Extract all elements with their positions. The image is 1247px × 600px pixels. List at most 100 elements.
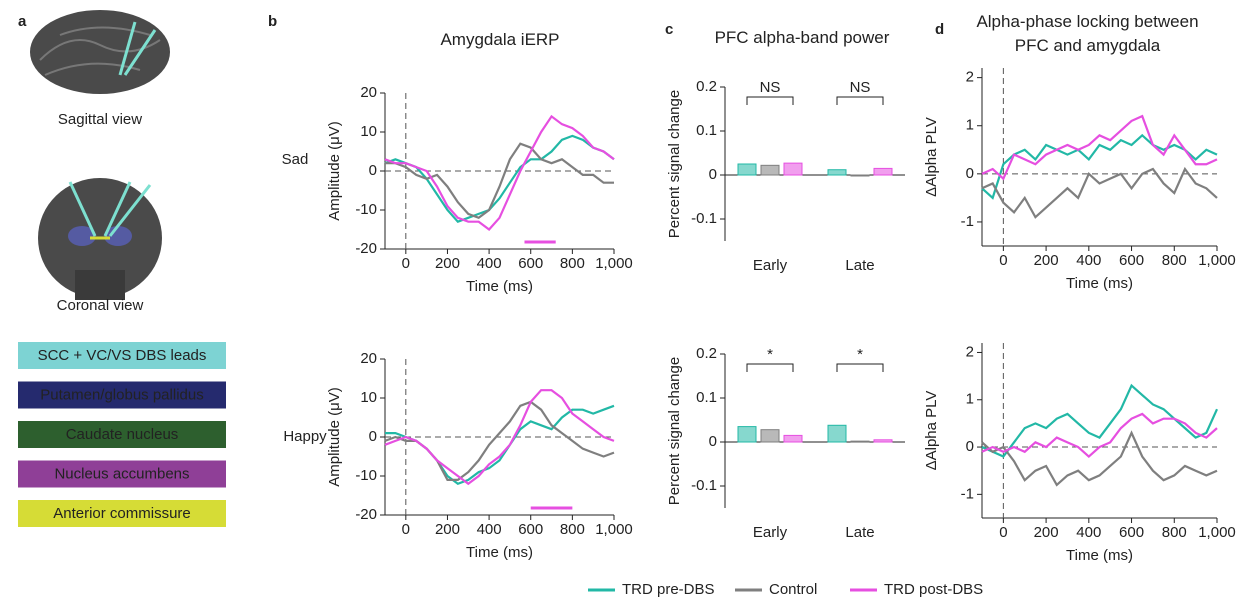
series-line: [385, 142, 614, 220]
panel-letter: a: [18, 13, 27, 30]
y-tick-label: 0: [709, 433, 717, 450]
legend-label: TRD pre-DBS: [622, 581, 715, 598]
panel-letter: b: [268, 13, 277, 30]
panel-title: Alpha-phase locking between PFC and amyg…: [976, 12, 1199, 55]
coronal-brain: [38, 178, 162, 300]
x-axis-label: Time (ms): [1066, 547, 1133, 564]
y-tick-label: 0.1: [696, 389, 717, 406]
y-tick-label: 10: [360, 389, 377, 406]
row-label: Happy: [283, 428, 327, 445]
x-tick-label: 1,000: [595, 521, 633, 538]
series-line: [981, 166, 1218, 219]
bar: [737, 163, 757, 176]
x-tick-label: 1,000: [1198, 252, 1236, 269]
x-tick-label: 200: [435, 521, 460, 538]
bar: [783, 162, 803, 176]
y-axis-label: ΔAlpha PLV: [923, 391, 940, 471]
x-tick-label: 0: [402, 521, 410, 538]
x-tick-label: 0: [402, 255, 410, 272]
x-tick-label: 800: [560, 521, 585, 538]
region-label: Anterior commissure: [53, 505, 191, 522]
series-line: [981, 114, 1218, 181]
region-box: [18, 381, 226, 409]
y-tick-label: 1: [966, 391, 974, 408]
series-line: [981, 133, 1218, 200]
bar: [827, 169, 847, 176]
bar: [783, 434, 803, 443]
series-line: [384, 400, 615, 481]
panel-letter: d: [935, 21, 944, 38]
x-tick-label: 600: [1119, 524, 1144, 541]
y-axis-label: Amplitude (μV): [326, 121, 343, 221]
x-tick-label: Late: [845, 257, 874, 274]
bar: [827, 424, 847, 443]
row-label: Sad: [282, 151, 309, 168]
y-tick-label: 1: [966, 117, 974, 134]
y-tick-label: -10: [355, 467, 377, 484]
y-tick-label: 0.1: [696, 122, 717, 139]
series-line: [384, 114, 615, 231]
x-tick-label: 200: [1034, 252, 1059, 269]
x-tick-label: 400: [1076, 252, 1101, 269]
series-line: [981, 383, 1219, 458]
series-line: [981, 412, 1218, 458]
x-tick-label: 400: [477, 255, 502, 272]
y-tick-label: -0.1: [691, 477, 717, 494]
panel-title: PFC alpha-band power: [714, 28, 890, 47]
bar: [850, 440, 870, 443]
bracket: [746, 96, 794, 105]
y-tick-label: 20: [360, 350, 377, 367]
y-axis-label: ΔAlpha PLV: [923, 117, 940, 197]
legend-label: TRD post-DBS: [884, 581, 983, 598]
y-tick-label: -10: [355, 201, 377, 218]
x-tick-label: Early: [753, 257, 788, 274]
annotation: NS: [850, 79, 871, 96]
y-axis-label: Amplitude (μV): [326, 387, 343, 487]
bar: [850, 174, 870, 177]
x-tick-label: 1,000: [1198, 524, 1236, 541]
region-box: [18, 460, 226, 488]
view-label: Coronal view: [57, 297, 144, 314]
x-tick-label: 200: [1034, 524, 1059, 541]
view-label: Sagittal view: [58, 111, 142, 128]
x-tick-label: 1,000: [595, 255, 633, 272]
bar: [873, 439, 893, 443]
region-box: [18, 500, 226, 527]
x-tick-label: 800: [1162, 252, 1187, 269]
x-tick-label: 800: [1162, 524, 1187, 541]
y-tick-label: 0: [369, 162, 377, 179]
annotation: *: [767, 346, 773, 363]
legend-label: Control: [769, 581, 817, 598]
x-tick-label: 600: [518, 255, 543, 272]
sagittal-brain: [30, 10, 170, 94]
y-tick-label: 0: [966, 165, 974, 182]
y-tick-label: 0.2: [696, 345, 717, 362]
y-tick-label: 20: [360, 84, 377, 101]
bar: [760, 164, 780, 176]
series-line: [385, 404, 615, 486]
y-axis-label: Percent signal change: [666, 357, 683, 505]
y-tick-label: 0: [369, 428, 377, 445]
y-axis-label: Percent signal change: [666, 90, 683, 238]
y-tick-label: 0: [966, 438, 974, 455]
y-tick-label: -20: [355, 240, 377, 257]
bracket: [746, 363, 794, 372]
y-tick-label: -1: [961, 213, 974, 230]
series-line: [384, 134, 615, 223]
x-tick-label: 600: [518, 521, 543, 538]
y-tick-label: 0.2: [696, 78, 717, 95]
y-tick-label: -20: [355, 506, 377, 523]
panel-letter: c: [665, 21, 673, 38]
annotation: NS: [760, 79, 781, 96]
bar: [760, 429, 780, 443]
region-label: Putamen/globus pallidus: [40, 386, 203, 403]
x-tick-label: 0: [999, 524, 1007, 541]
x-tick-label: 200: [435, 255, 460, 272]
y-tick-label: 2: [966, 343, 974, 360]
x-tick-label: 400: [1076, 524, 1101, 541]
series-line: [384, 389, 615, 486]
x-axis-label: Time (ms): [466, 278, 533, 295]
y-tick-label: 0: [709, 166, 717, 183]
